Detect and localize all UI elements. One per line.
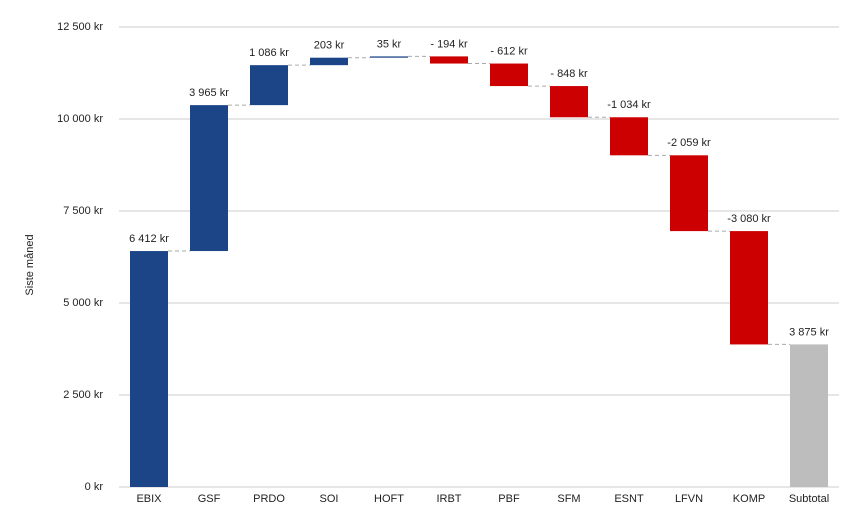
x-tick-label: SFM	[557, 493, 580, 505]
y-axis-label: Siste måned	[24, 234, 36, 295]
bar	[130, 251, 168, 487]
x-tick-label: PBF	[498, 493, 520, 505]
x-tick-label: ESNT	[614, 493, 644, 505]
x-tick-label: GSF	[198, 493, 221, 505]
data-label: - 194 kr	[430, 38, 468, 50]
x-tick-label: SOI	[320, 493, 339, 505]
y-tick-label: 0 kr	[85, 481, 104, 493]
bar	[550, 86, 588, 118]
bar	[370, 56, 408, 58]
x-tick-label: EBIX	[136, 493, 162, 505]
y-tick-label: 7 500 kr	[63, 205, 103, 217]
y-tick-label: 2 500 kr	[63, 389, 103, 401]
x-tick-label: PRDO	[253, 493, 285, 505]
y-tick-label: 10 000 kr	[57, 113, 103, 125]
data-label: 3 875 kr	[789, 326, 829, 338]
data-label: -3 080 kr	[727, 213, 771, 225]
y-tick-label: 12 500 kr	[57, 21, 103, 33]
data-label: -1 034 kr	[607, 99, 651, 111]
data-label: -2 059 kr	[667, 137, 711, 149]
bar	[670, 155, 708, 232]
data-label: - 612 kr	[490, 45, 528, 57]
x-tick-label: KOMP	[733, 493, 765, 505]
bar	[430, 56, 468, 64]
data-label: 203 kr	[314, 40, 345, 52]
bar	[730, 231, 768, 345]
bar	[790, 344, 828, 487]
bar	[310, 57, 348, 66]
data-label: 1 086 kr	[249, 47, 289, 59]
x-tick-label: HOFT	[374, 493, 404, 505]
data-label: - 848 kr	[550, 68, 588, 80]
data-label: 6 412 kr	[129, 233, 169, 245]
bar	[490, 63, 528, 87]
bar	[610, 117, 648, 156]
x-tick-label: IRBT	[436, 493, 461, 505]
x-tick-label: LFVN	[675, 493, 703, 505]
y-tick-label: 5 000 kr	[63, 297, 103, 309]
bar	[190, 105, 228, 252]
bar	[250, 65, 288, 106]
x-tick-label: Subtotal	[789, 493, 829, 505]
data-label: 3 965 kr	[189, 87, 229, 99]
data-label: 35 kr	[377, 38, 402, 50]
